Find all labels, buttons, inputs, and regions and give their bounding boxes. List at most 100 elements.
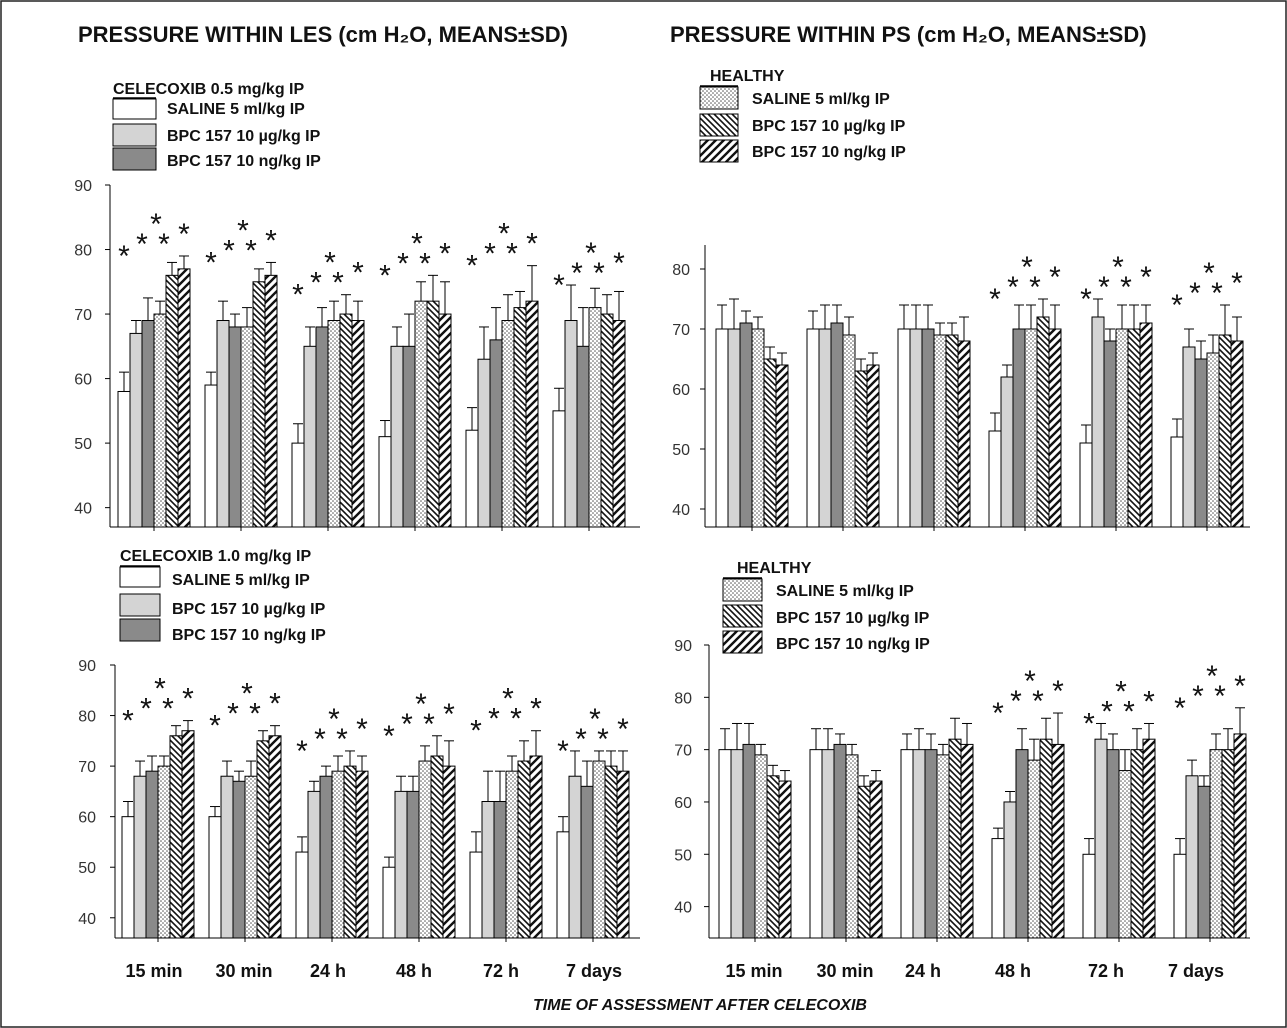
bar-bpc-ug <box>576 345 590 528</box>
bar-saline-ps <box>513 307 527 528</box>
bar-bpc-ng <box>331 770 345 939</box>
significance-star: * <box>1206 660 1218 693</box>
bar-saline-ps <box>256 740 270 939</box>
ps-title: PRESSURE WITHIN PS (cm H₂O, MEANS±SD) <box>670 22 1147 47</box>
bar-bpc-ug <box>1194 358 1208 528</box>
bar-saline-ps <box>766 775 780 939</box>
bar-bpc-ps <box>616 770 630 939</box>
bar-bpc-ng <box>244 775 258 939</box>
bar-saline-ps <box>857 785 871 939</box>
bar-saline <box>564 320 578 528</box>
x-category-labels-left: 15 min 30 min 24 h 48 h 72 h 7 days <box>125 961 622 981</box>
x-category-labels-right: 15 min 30 min 24 h 48 h 72 h 7 days <box>725 961 1224 981</box>
bar-bpc-ug <box>1106 749 1120 939</box>
y-tick-label: 40 <box>674 900 692 917</box>
legend-label-bpc-ug: BPC 157 10 µg/kg IP <box>776 610 930 627</box>
bar-bpc-ps <box>181 730 195 939</box>
bar-bpc-ps <box>957 340 971 528</box>
legend-label-bpc-ug: BPC 157 10 µg/kg IP <box>167 128 321 145</box>
bar-saline <box>1091 316 1105 528</box>
bar-saline-ps <box>604 765 618 939</box>
significance-star: * <box>158 228 170 261</box>
bar-bpc-ug <box>830 322 844 528</box>
significance-star: * <box>575 723 587 756</box>
bar-saline <box>912 749 926 939</box>
bar-bpc-ug <box>1012 328 1026 528</box>
significance-star: * <box>1029 271 1041 304</box>
x-tick-label: 15 min <box>725 961 782 981</box>
significance-star: * <box>1032 685 1044 718</box>
significance-star: * <box>1098 271 1110 304</box>
bar-bpc-ng <box>933 334 947 528</box>
legend-label-bpc-ng: BPC 157 10 ng/kg IP <box>776 636 930 653</box>
significance-star: * <box>1231 267 1243 300</box>
bar-saline <box>133 775 147 939</box>
bar-bpc-ps <box>866 364 880 528</box>
significance-star: * <box>245 234 257 267</box>
x-tick-label: 7 days <box>566 961 622 981</box>
x-tick-label: 7 days <box>1168 961 1224 981</box>
bar-bpc-ps <box>177 268 191 528</box>
bar-bpc-ps <box>442 765 456 939</box>
y-tick-label: 90 <box>78 658 96 675</box>
significance-star: * <box>443 698 455 731</box>
legend-swatch-bpc-ng <box>722 630 763 654</box>
significance-star: * <box>423 708 435 741</box>
significance-star: * <box>1203 257 1215 290</box>
bar-bpc-ng <box>588 307 602 528</box>
bar-bpc-ng <box>845 754 859 939</box>
bar-saline <box>1003 801 1017 939</box>
y-tick-label: 40 <box>74 501 92 518</box>
significance-star: * <box>593 257 605 290</box>
x-tick-label: 15 min <box>125 961 182 981</box>
bar-bpc-ps <box>778 780 792 939</box>
legend-label-bpc-ug: BPC 157 10 µg/kg IP <box>752 118 906 135</box>
significance-star: * <box>1214 680 1226 713</box>
bar-bpc-ng <box>418 760 432 939</box>
legend-swatch-saline <box>112 98 157 120</box>
significance-star: * <box>1192 680 1204 713</box>
significance-star: * <box>1021 251 1033 284</box>
bar-saline <box>481 801 495 939</box>
legend-swatch-bpc-ng <box>699 139 739 163</box>
bar-saline <box>307 790 321 939</box>
y-tick-label: 90 <box>74 178 92 195</box>
bar-saline <box>394 790 408 939</box>
bar-saline-ps <box>426 300 440 528</box>
bar-saline <box>1094 738 1108 939</box>
y-tick-label: 70 <box>74 307 92 324</box>
bar-healthy <box>556 831 570 939</box>
significance-star: * <box>227 698 239 731</box>
bar-healthy <box>1173 853 1187 939</box>
bar-saline <box>1182 346 1196 528</box>
bar-bpc-ng <box>936 754 950 939</box>
bar-healthy <box>718 749 732 939</box>
bar-bpc-ug <box>493 801 507 939</box>
bar-bpc-ps <box>438 313 452 528</box>
significance-star: * <box>992 697 1004 730</box>
bar-saline-ps <box>343 765 357 939</box>
bar-saline <box>220 775 234 939</box>
significance-star: * <box>589 703 601 736</box>
bar-saline-ps <box>763 358 777 528</box>
bar-bpc-ng <box>1206 352 1220 528</box>
bar-bpc-ps <box>1233 733 1247 939</box>
bar-bpc-ug <box>406 790 420 939</box>
bar-healthy <box>469 851 483 939</box>
significance-star: * <box>383 720 395 753</box>
bar-bpc-ng <box>751 328 765 528</box>
bar-saline <box>303 345 317 528</box>
significance-star: * <box>1101 695 1113 728</box>
legend-swatch-bpc-ug <box>119 593 161 617</box>
y-tick-label: 70 <box>672 322 690 339</box>
bar-bpc-ng <box>153 313 167 528</box>
bar-bpc-ps <box>960 743 974 939</box>
bar-bpc-ug <box>739 322 753 528</box>
y-tick-label: 80 <box>672 262 690 279</box>
x-tick-label: 24 h <box>905 961 941 981</box>
bar-healthy <box>121 816 135 939</box>
significance-star: * <box>1211 277 1223 310</box>
bar-bpc-ng <box>505 770 519 939</box>
